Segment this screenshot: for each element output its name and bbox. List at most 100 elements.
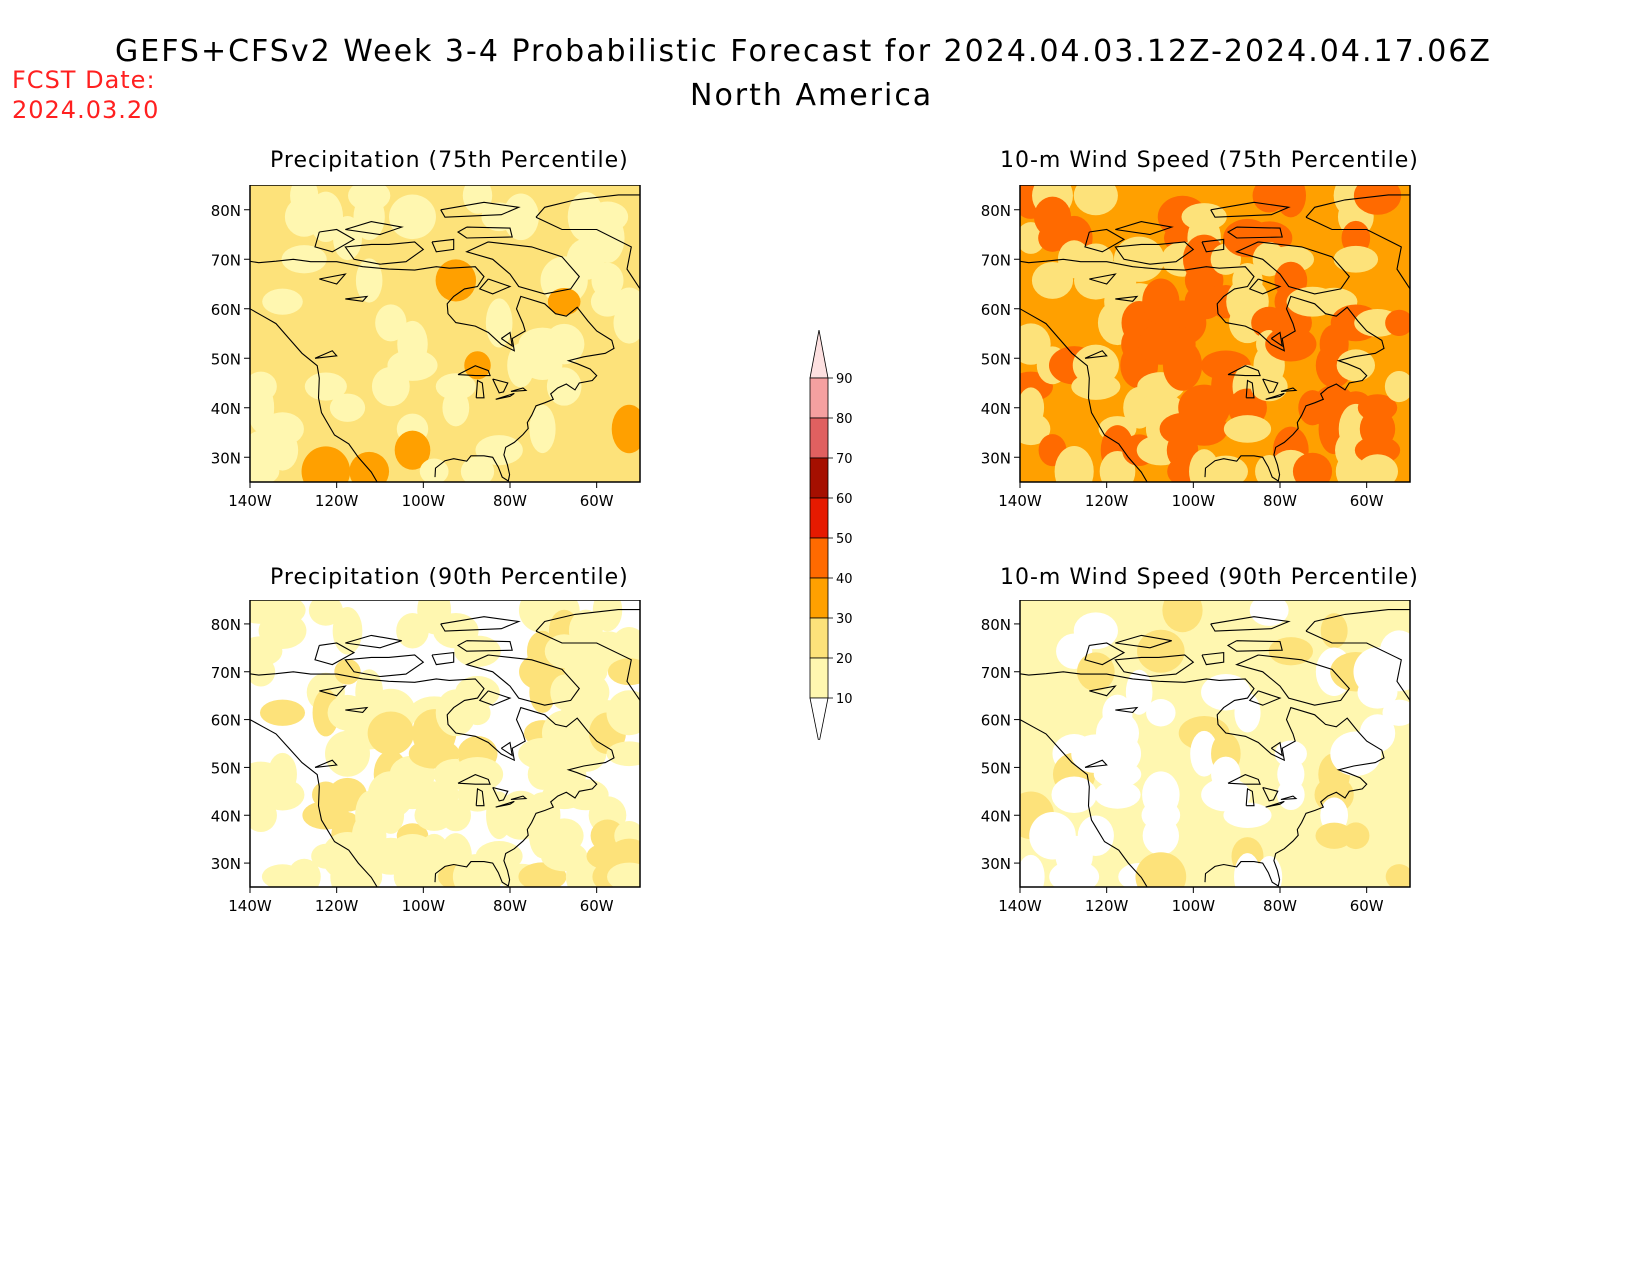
colorbar-box <box>809 377 829 419</box>
arctic-island-coast <box>1114 241 1195 265</box>
map-precip-75: 80N 70N 60N 50N 40N 30N 140W 120W 100W 80W 60W <box>211 185 641 510</box>
map-frame <box>249 185 641 483</box>
field-patch <box>353 193 385 241</box>
island-coast <box>1270 741 1283 757</box>
field-patch <box>1020 854 1045 887</box>
pacific-coast <box>1020 308 1148 482</box>
field-patch <box>1234 692 1261 733</box>
lat-label: 30N <box>981 449 1011 467</box>
lat-label: 60N <box>981 712 1011 730</box>
field-patch <box>1315 822 1353 849</box>
lake-outline <box>1280 795 1298 801</box>
colorbar-label: 30 <box>836 612 853 627</box>
region-title: North America <box>690 78 934 113</box>
lon-label: 140W <box>998 897 1042 915</box>
lon-label: 120W <box>315 897 359 915</box>
lake-outline <box>345 706 369 713</box>
colorbar-legend: 90 80 70 60 50 40 30 20 10 <box>809 330 853 740</box>
lon-label: 60W <box>1350 492 1384 510</box>
field-patch <box>349 451 390 482</box>
lake-outline <box>1084 759 1108 768</box>
arctic-island-coast <box>1248 278 1282 295</box>
lake-outline <box>1115 706 1139 713</box>
arctic-island-coast <box>1115 634 1172 649</box>
lake-outline <box>1262 378 1279 394</box>
field-patch <box>1049 860 1100 887</box>
island-coast <box>1270 331 1283 348</box>
field-patch <box>266 429 299 471</box>
lon-label: 120W <box>1085 492 1129 510</box>
coastlines <box>1020 194 1410 482</box>
lake-outline <box>1280 387 1298 392</box>
lat-label: 30N <box>981 855 1011 873</box>
island-coast <box>500 741 513 757</box>
arctic-island-coast <box>465 654 581 706</box>
field-patch <box>1250 371 1288 402</box>
field-patch <box>1385 309 1410 336</box>
lon-label: 100W <box>402 897 446 915</box>
field-patch <box>301 446 351 482</box>
field-patch <box>1320 613 1348 649</box>
field-patch <box>590 286 625 317</box>
arctic-island-coast <box>431 651 455 666</box>
field-patch <box>462 185 493 214</box>
arctic-island-coast <box>1235 241 1350 295</box>
field-patch <box>329 393 366 422</box>
lake-outline <box>510 387 528 392</box>
colorbar-box <box>809 617 829 659</box>
field-patch <box>1268 637 1314 666</box>
lat-label: 50N <box>211 350 241 368</box>
lat-label: 40N <box>981 400 1011 418</box>
field-patch <box>1094 780 1141 809</box>
lon-label: 80W <box>493 492 527 510</box>
field-patch <box>1274 740 1307 768</box>
field-patch <box>1353 185 1402 215</box>
map-field <box>250 185 640 482</box>
field-patch <box>260 779 305 811</box>
colorbar-box <box>809 577 829 619</box>
field-patch <box>304 372 347 401</box>
lat-label: 60N <box>211 301 241 319</box>
field-patch <box>1223 415 1272 443</box>
arctic-island-coast <box>1201 238 1225 253</box>
lon-label: 100W <box>1172 897 1216 915</box>
arctic-island-coast <box>344 654 425 678</box>
field-patch <box>590 213 625 264</box>
colorbar-label: 20 <box>836 652 853 667</box>
colorbar-box <box>809 417 829 459</box>
field-patch <box>258 612 307 649</box>
lon-label: 80W <box>1263 897 1297 915</box>
field-patch <box>1342 822 1370 850</box>
arctic-island-coast <box>440 616 521 632</box>
colorbar-label: 70 <box>836 452 853 467</box>
pacific-coast <box>250 719 378 887</box>
field-patch <box>1073 185 1118 216</box>
field-patch <box>547 288 581 316</box>
lon-label: 120W <box>315 492 359 510</box>
lake-outline <box>1115 295 1139 302</box>
field-patch <box>435 259 477 302</box>
colorbar-box <box>809 657 829 699</box>
lon-label: 140W <box>998 492 1042 510</box>
field-patch <box>1051 776 1097 813</box>
field-patch <box>1333 245 1379 273</box>
lat-label: 40N <box>981 807 1011 825</box>
lat-label: 60N <box>211 712 241 730</box>
colorbar-label: 40 <box>836 572 853 587</box>
arctic-island-coast <box>1226 640 1283 652</box>
field-patch <box>1146 699 1176 727</box>
field-patch <box>1336 349 1376 382</box>
lon-label: 140W <box>228 492 272 510</box>
lake-outline <box>319 273 347 285</box>
colorbar-label: 50 <box>836 532 853 547</box>
map-field <box>250 600 640 887</box>
lat-label: 30N <box>211 855 241 873</box>
colorbar-label: 10 <box>836 692 853 707</box>
greenland-coast <box>1305 194 1410 290</box>
arctic-island-coast <box>478 278 512 295</box>
colorbar-top-triangle <box>809 330 829 379</box>
lat-label: 80N <box>211 202 241 220</box>
lake-outline <box>1265 800 1285 808</box>
field-patch <box>607 862 640 887</box>
field-patch <box>308 600 343 626</box>
